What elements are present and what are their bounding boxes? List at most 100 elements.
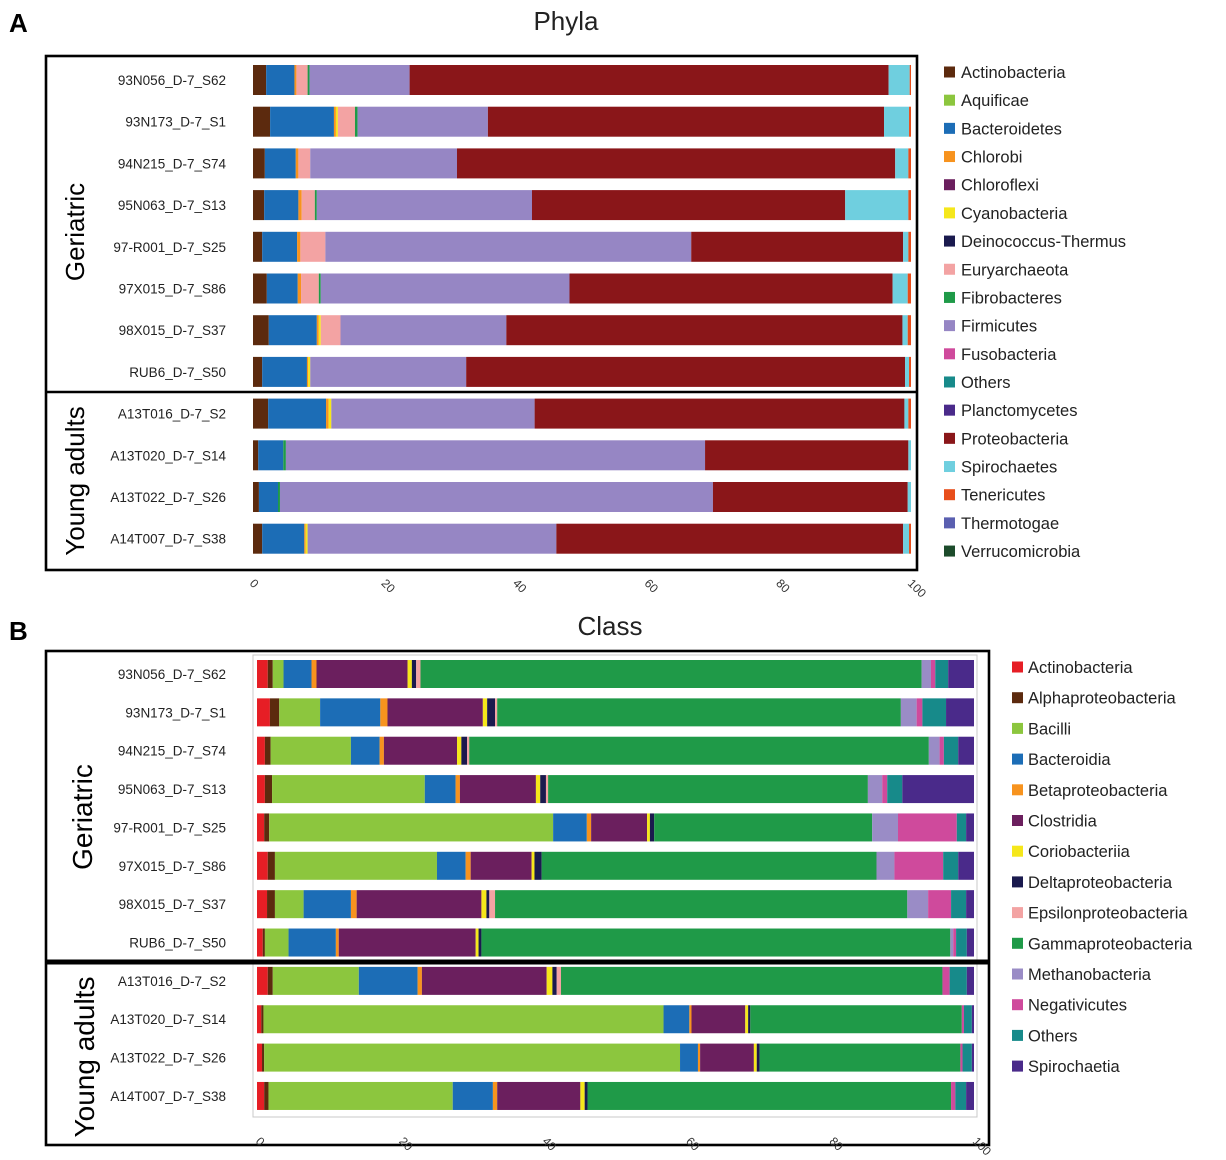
legend-item-alphaproteobacteria: Alphaproteobacteria [1012,690,1177,708]
bar-segment-bacilli-98x015-d-7-s37 [275,890,304,918]
legend-item-aquificae: Aquificae [944,92,1029,110]
bar-segment-spirochaetia-95n063-d-7-s13 [902,775,974,803]
bar-segment-actinobacteria-a14t007-d-7-s38 [257,1082,264,1110]
bar-segment-euryarchaeota-93n056-d-7-s62 [296,65,307,95]
bar-segment-negativicutes-a13t016-d-7-s2 [942,967,949,995]
bar-segment-coriobacteriia-a13t016-d-7-s2 [547,967,553,995]
bar-segment-firmicutes-a13t022-d-7-s26 [280,482,713,512]
legend-item-chlorobi: Chlorobi [944,149,1022,167]
bar-segment-spirochaetes-94n215-d-7-s74 [895,148,908,178]
legend-swatch-aquificae [944,95,955,106]
bar-segment-epsilonproteobacteria-93n173-d-7-s1 [495,698,497,726]
sample-label-95n063-d-7-s13: 95N063_D-7_S13 [118,782,226,797]
bar-segment-proteobacteria-93n056-d-7-s62 [410,65,889,95]
bar-segment-bacteroidetes-a13t020-d-7-s14 [258,440,283,470]
panel-b-x-axis: 0 20 40 60 80 100 [253,1134,994,1158]
bar-segment-bacteroidia-95n063-d-7-s13 [425,775,456,803]
bar-segment-tenericutes-97-r001-d-7-s25 [908,232,911,262]
bar-segment-tenericutes-a14t007-d-7-s38 [909,524,911,554]
bar-segment-spirochaetia-a14t007-d-7-s38 [966,1082,974,1110]
sample-label-97-r001-d-7-s25: 97-R001_D-7_S25 [113,820,226,835]
bar-segment-firmicutes-98x015-d-7-s37 [341,315,507,345]
legend-swatch-fusobacteria [944,348,955,359]
sample-label-a13t020-d-7-s14: A13T020_D-7_S14 [110,448,226,463]
bar-segment-cyanobacteria-98x015-d-7-s37 [319,315,321,345]
sample-label-94n215-d-7-s74: 94N215_D-7_S74 [118,156,227,171]
legend-label-spirochaetia: Spirochaetia [1028,1058,1121,1076]
bar-segment-epsilonproteobacteria-95n063-d-7-s13 [546,775,548,803]
chart-title-phyla: Phyla [533,6,599,36]
bar-segment-alphaproteobacteria-97x015-d-7-s86 [268,852,275,880]
bar-segment-bacilli-a13t022-d-7-s26 [264,1044,680,1072]
legend-item-deinococcus-thermus: Deinococcus-Thermus [944,233,1126,251]
bar-segment-betaproteobacteria-97-r001-d-7-s25 [587,813,591,841]
legend-swatch-alphaproteobacteria [1012,692,1023,703]
panel-a-bars [253,65,911,554]
bar-segment-fibrobacteres-97x015-d-7-s86 [319,274,321,304]
legend-label-others: Others [961,374,1011,392]
bar-segment-clostridia-97-r001-d-7-s25 [591,813,647,841]
bar-segment-spirochaetia-94n215-d-7-s74 [958,737,974,765]
bar-segment-actinobacteria-93n173-d-7-s1 [253,107,270,137]
bar-segment-actinobacteria-a13t020-d-7-s14 [257,1005,261,1033]
bar-segment-negativicutes-a13t020-d-7-s14 [962,1005,964,1033]
bar-segment-proteobacteria-94n215-d-7-s74 [457,148,895,178]
sample-label-98x015-d-7-s37: 98X015_D-7_S37 [119,897,226,912]
bar-segment-gammaproteobacteria-93n056-d-7-s62 [420,660,921,688]
bar-segment-spirochaetia-98x015-d-7-s37 [966,890,974,918]
panel-b-bars [257,660,974,1110]
bar-segment-betaproteobacteria-a13t022-d-7-s26 [698,1044,700,1072]
bar-segment-betaproteobacteria-94n215-d-7-s74 [380,737,384,765]
bar-segment-others-rub6-d-7-s50 [956,929,967,957]
legend-label-planctomycetes: Planctomycetes [961,402,1077,420]
bar-segment-spirochaetes-97x015-d-7-s86 [893,274,908,304]
bar-segment-coriobacteriia-95n063-d-7-s13 [536,775,540,803]
bar-segment-deltaproteobacteria-98x015-d-7-s37 [486,890,489,918]
bar-segment-negativicutes-rub6-d-7-s50 [953,929,956,957]
group-label-young-adults: Young adults [60,406,90,555]
bar-segment-actinobacteria-93n173-d-7-s1 [257,698,270,726]
x-tick-label-40: 40 [540,1134,560,1154]
bar-segment-deltaproteobacteria-a14t007-d-7-s38 [585,1082,588,1110]
sample-label-95n063-d-7-s13: 95N063_D-7_S13 [118,198,226,213]
bar-segment-alphaproteobacteria-a14t007-d-7-s38 [264,1082,268,1110]
legend-item-planctomycetes: Planctomycetes [944,402,1077,420]
bar-segment-coriobacteriia-93n056-d-7-s62 [408,660,412,688]
bar-segment-gammaproteobacteria-rub6-d-7-s50 [481,929,950,957]
legend-label-bacteroidetes: Bacteroidetes [961,120,1062,138]
bar-segment-chlorobi-94n215-d-7-s74 [296,148,299,178]
bar-93n056-d-7-s62 [257,660,974,688]
bar-segment-others-a13t022-d-7-s26 [963,1044,972,1072]
legend-item-coriobacteriia: Coriobacteriia [1012,843,1131,861]
bar-segment-clostridia-a13t020-d-7-s14 [692,1005,746,1033]
legend-item-betaproteobacteria: Betaproteobacteria [1012,782,1168,800]
sample-label-a13t022-d-7-s26: A13T022_D-7_S26 [110,1051,226,1066]
bar-segment-euryarchaeota-97-r001-d-7-s25 [300,232,325,262]
x-tick-label-20: 20 [378,576,398,596]
bar-segment-bacilli-rub6-d-7-s50 [265,929,289,957]
legend-item-methanobacteria: Methanobacteria [1012,966,1152,984]
legend-swatch-negativicutes [1012,999,1023,1010]
bar-segment-firmicutes-95n063-d-7-s13 [317,190,532,220]
bar-segment-bacilli-94n215-d-7-s74 [271,737,351,765]
bar-segment-negativicutes-94n215-d-7-s74 [940,737,944,765]
bar-segment-bacteroidia-rub6-d-7-s50 [289,929,336,957]
bar-segment-spirochaetes-95n063-d-7-s13 [845,190,908,220]
bar-segment-proteobacteria-a13t020-d-7-s14 [705,440,908,470]
bar-segment-coriobacteriia-a13t022-d-7-s26 [754,1044,757,1072]
bar-segment-bacteroidia-94n215-d-7-s74 [351,737,380,765]
bar-97-r001-d-7-s25 [253,232,911,262]
bar-segment-bacteroidia-a13t016-d-7-s2 [359,967,418,995]
legend-label-tenericutes: Tenericutes [961,487,1045,505]
bar-segment-actinobacteria-93n056-d-7-s62 [253,65,266,95]
bar-a13t016-d-7-s2 [257,967,974,995]
sample-label-98x015-d-7-s37: 98X015_D-7_S37 [119,323,226,338]
bar-segment-epsilonproteobacteria-98x015-d-7-s37 [489,890,495,918]
bar-segment-gammaproteobacteria-97x015-d-7-s86 [542,852,877,880]
bar-segment-betaproteobacteria-95n063-d-7-s13 [456,775,460,803]
legend-label-aquificae: Aquificae [961,92,1029,110]
bar-segment-epsilonproteobacteria-94n215-d-7-s74 [467,737,469,765]
bar-segment-coriobacteriia-93n173-d-7-s1 [483,698,487,726]
legend-swatch-clostridia [1012,815,1023,826]
bar-segment-gammaproteobacteria-a13t020-d-7-s14 [750,1005,962,1033]
